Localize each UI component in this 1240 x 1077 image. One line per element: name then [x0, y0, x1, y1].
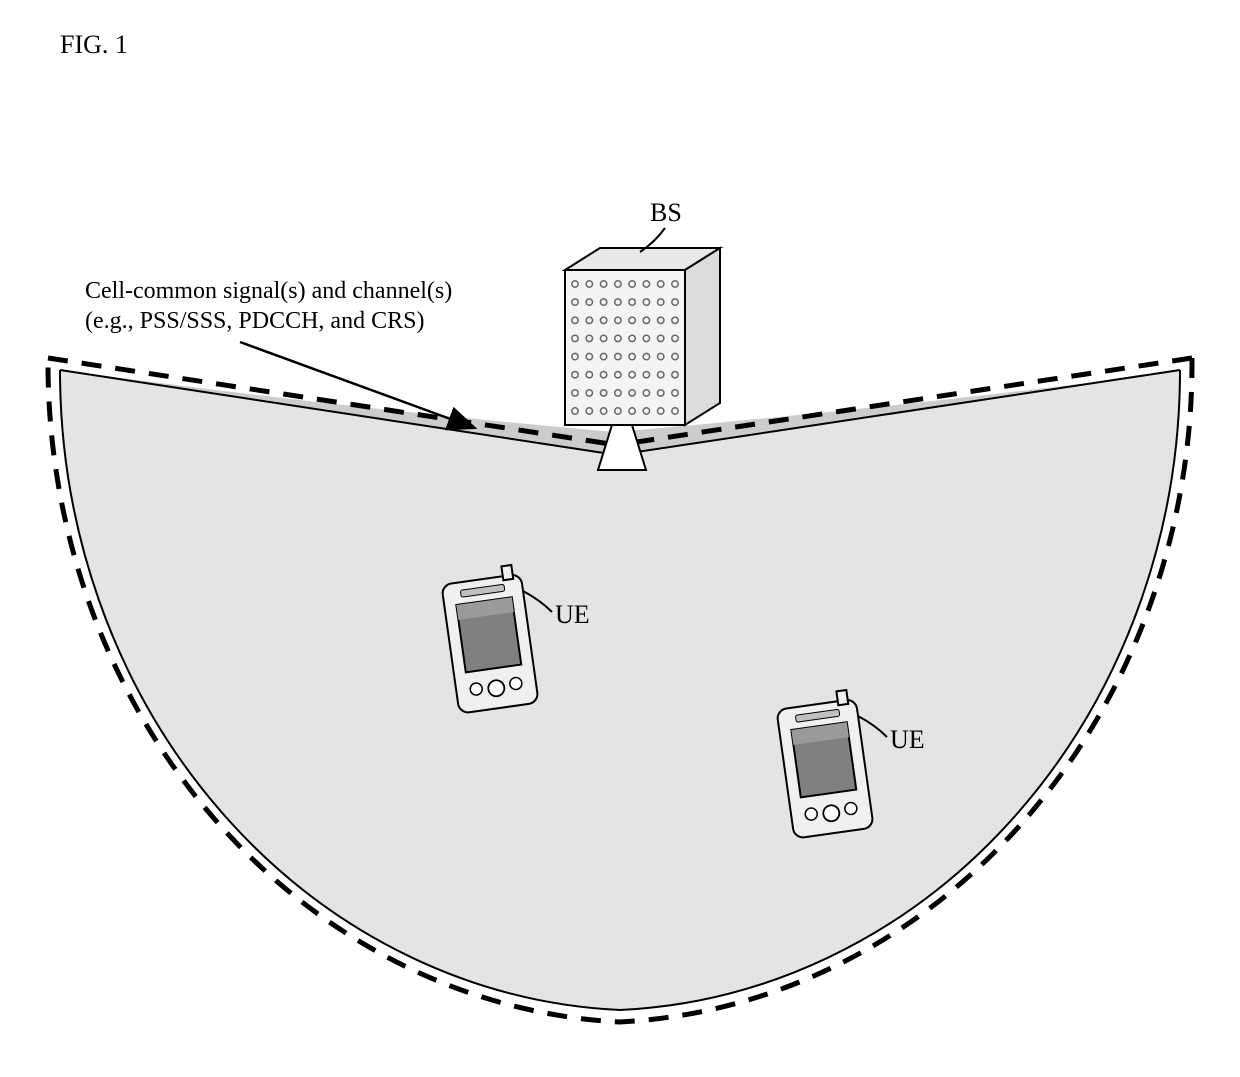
- diagram-svg: [0, 0, 1240, 1077]
- base-station: [565, 248, 720, 425]
- bs-label: BS: [650, 198, 682, 228]
- ue1-label: UE: [555, 600, 590, 630]
- annotation-line2: (e.g., PSS/SSS, PDCCH, and CRS): [85, 308, 424, 335]
- ue2-label: UE: [890, 725, 925, 755]
- annotation-line1: Cell-common signal(s) and channel(s): [85, 278, 452, 305]
- figure-canvas: FIG. 1: [0, 0, 1240, 1077]
